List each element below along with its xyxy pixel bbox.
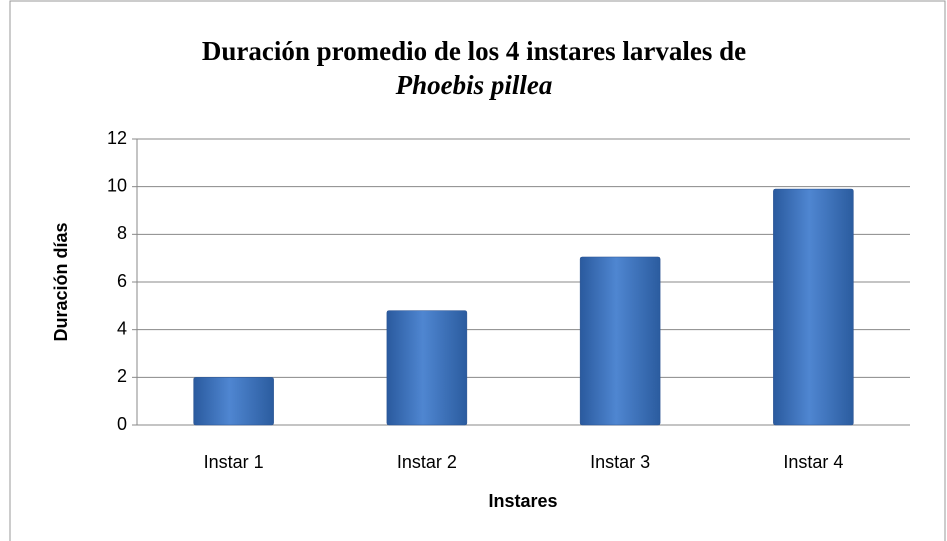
bar [193, 377, 274, 426]
y-tick-label: 4 [117, 318, 127, 338]
x-tick-label: Instar 3 [590, 452, 650, 472]
y-tick-label: 6 [117, 271, 127, 291]
x-tick-label: Instar 4 [783, 452, 843, 472]
chart-frame [9, 0, 946, 541]
bar [386, 310, 468, 426]
chart-title: Duración promedio de los 4 instares larv… [202, 36, 746, 66]
x-tick-label: Instar 1 [204, 452, 264, 472]
y-tick-label: 10 [107, 175, 127, 195]
y-tick-label: 12 [107, 128, 127, 148]
bar [773, 188, 854, 426]
y-axis-title: Duración días [51, 222, 71, 341]
chart-subtitle: Phoebis pillea [395, 70, 553, 100]
y-tick-label: 8 [117, 223, 127, 243]
x-tick-label: Instar 2 [397, 452, 457, 472]
bar [579, 256, 661, 426]
y-tick-label: 0 [117, 414, 127, 434]
x-axis-title: Instares [488, 491, 557, 511]
y-tick-label: 2 [117, 366, 127, 386]
